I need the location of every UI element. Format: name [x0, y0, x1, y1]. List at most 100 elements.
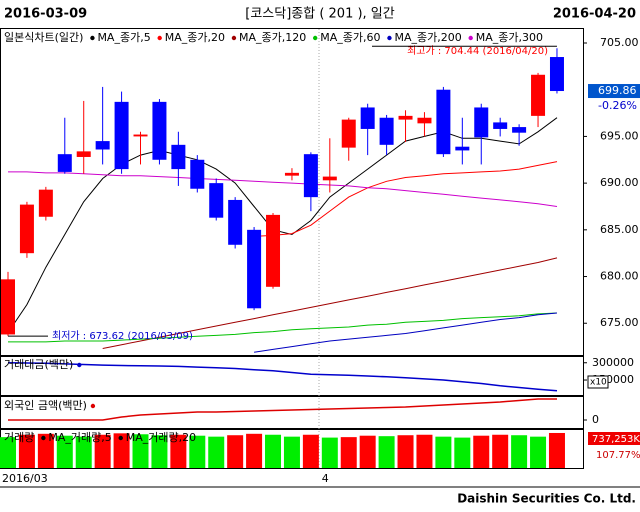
- volume-bar: [132, 434, 149, 468]
- volume-bar: [492, 434, 509, 468]
- candle-body: [303, 154, 318, 198]
- indicator-line: [7, 362, 558, 392]
- legend-label: MA_종가,60: [320, 31, 380, 44]
- legend-marker: [90, 403, 96, 409]
- candle-body: [19, 204, 34, 254]
- volume-bar: [151, 435, 168, 468]
- candle-body: [322, 176, 337, 181]
- ma-line: [254, 161, 558, 237]
- footer: Daishin Securities Co. Ltd.: [457, 492, 636, 506]
- legend-label: 거래대금(백만): [4, 358, 73, 371]
- volume-bar: [37, 433, 54, 468]
- legend-label: MA_거래량,5: [48, 431, 111, 444]
- unit-box: [587, 375, 609, 389]
- candle-body: [455, 146, 470, 151]
- y-tick-label: 680.00: [600, 270, 639, 283]
- foreign-frame: [0, 396, 584, 429]
- candle-body: [228, 199, 243, 245]
- legend-marker: [387, 35, 392, 41]
- candle-body: [247, 229, 262, 309]
- volume-bar: [208, 436, 225, 468]
- start-date: 2016-03-09: [4, 7, 87, 22]
- legend-marker: [90, 35, 95, 41]
- volume-bar: [359, 435, 376, 468]
- candle-body: [76, 151, 91, 157]
- volume-bar: [75, 436, 92, 468]
- candle-body: [190, 159, 205, 189]
- price-box: [588, 84, 640, 99]
- panel-frames: [0, 28, 584, 469]
- volume-bar: [283, 436, 300, 468]
- legend-label: MA_거래량,20: [126, 431, 196, 444]
- candle-body: [474, 107, 489, 138]
- candle-body: [549, 57, 564, 92]
- volume-bar: [548, 432, 565, 468]
- y-tick-label: 300000: [592, 356, 634, 369]
- y-tick-label: 695.00: [600, 129, 639, 142]
- candle-body: [531, 74, 546, 116]
- ma-line: [254, 312, 558, 353]
- volume-bar: [378, 436, 395, 468]
- candle-body: [171, 144, 186, 170]
- volume-bar: [454, 437, 471, 468]
- legend-label: MA_종가,120: [239, 31, 306, 44]
- last-price: 699.86: [598, 84, 637, 97]
- legend-label: MA_종가,300: [476, 31, 543, 44]
- low-note: 최저가 : 673.62 (2016/03/09): [52, 330, 193, 342]
- volume-bar: [302, 434, 319, 468]
- candle-body: [95, 141, 110, 150]
- volume-ratio: 107.77%: [596, 450, 640, 461]
- legend-marker: [468, 35, 473, 41]
- candle-body: [1, 279, 15, 335]
- end-date: 2016-04-20: [553, 7, 636, 22]
- volume-bar: [530, 436, 547, 468]
- y-tick-label: 675.00: [600, 316, 639, 329]
- legend-marker: [231, 35, 237, 41]
- volume-bar: [227, 435, 244, 468]
- y-tick-label: 685.00: [600, 223, 639, 236]
- legend-label: MA_종가,20: [165, 31, 225, 44]
- candle-body: [266, 214, 281, 287]
- change: -0.26%: [598, 99, 637, 112]
- volume-bar: [0, 437, 16, 468]
- x-tick-label: 2016/03: [2, 472, 48, 485]
- volume-bar: [18, 434, 35, 468]
- ma-line: [8, 312, 558, 343]
- volume-bar: [397, 435, 414, 468]
- volume-bar: [321, 437, 338, 468]
- candle-body: [493, 122, 508, 129]
- candle-body: [152, 101, 167, 160]
- volume-bar: [56, 435, 73, 468]
- legend-label: MA_종가,200: [394, 31, 461, 44]
- legend-label: 외국인 금액(백만): [4, 399, 87, 412]
- chart-title: [코스닥]종합 ( 201 ), 일간: [245, 7, 395, 22]
- candle-body: [512, 127, 527, 133]
- candle-body: [57, 154, 72, 172]
- volume-bar: [170, 434, 187, 468]
- candle-body: [38, 189, 53, 217]
- candle-body: [436, 89, 451, 155]
- y-tick-label: 690.00: [600, 176, 639, 189]
- amount-frame: [0, 356, 584, 396]
- candle-body: [341, 119, 356, 148]
- volume-bar: [189, 435, 206, 468]
- price-frame: [0, 28, 584, 356]
- volume-bar: [473, 435, 490, 468]
- indicator-line: [8, 398, 557, 421]
- y-tick-label: 0: [592, 413, 599, 426]
- high-note: 최고가 : 704.44 (2016/04/20): [407, 45, 548, 57]
- legend-marker: [313, 35, 318, 41]
- candle-body: [114, 101, 129, 170]
- volume-bar: [113, 433, 130, 468]
- legend-label: MA_종가,5: [97, 31, 150, 44]
- ma-line: [7, 117, 558, 333]
- y-tick-label: 705.00: [600, 36, 639, 49]
- candle-body: [209, 183, 224, 218]
- volume-bar: [435, 436, 452, 468]
- volume-box: [588, 432, 640, 445]
- x-tick-label: 4: [322, 472, 329, 485]
- volume-bar: [416, 434, 433, 468]
- volume-bar: [340, 437, 357, 468]
- volume-bar: [94, 434, 111, 468]
